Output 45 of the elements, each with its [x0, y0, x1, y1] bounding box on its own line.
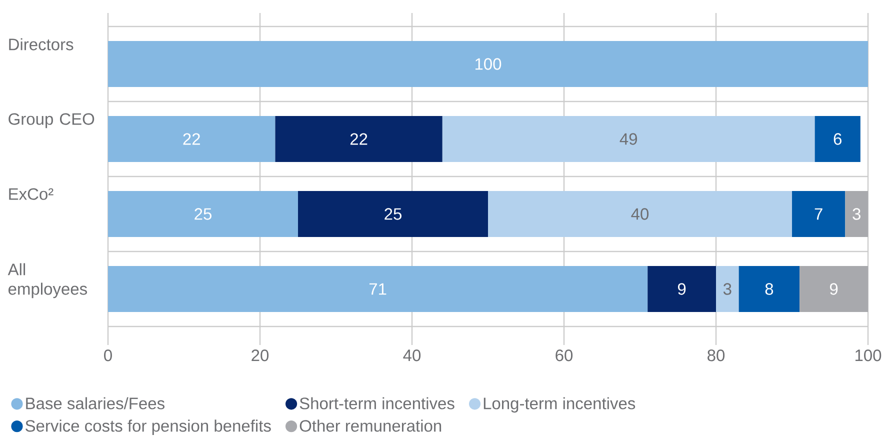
- bar: [108, 266, 648, 312]
- bar: [738, 266, 800, 312]
- data-label: 7: [814, 208, 822, 220]
- data-label: 25: [384, 208, 402, 220]
- bar: [275, 116, 442, 162]
- bar: [648, 266, 716, 312]
- bar: [792, 191, 846, 238]
- y-tick-label: Group CEO: [8, 113, 94, 128]
- x-tick-label: 80: [708, 350, 725, 362]
- data-label: 49: [620, 133, 637, 145]
- data-label: 22: [183, 133, 200, 145]
- data-label: 22: [350, 133, 368, 145]
- legend-label: Short-term incentives: [300, 397, 454, 410]
- data-label: 9: [678, 283, 686, 295]
- x-tick-label: 0: [104, 350, 112, 362]
- y-tick-label: Directors: [9, 38, 74, 50]
- x-tick-label: 60: [556, 350, 573, 362]
- bar: [814, 116, 860, 162]
- legend-label: Other remuneration: [300, 420, 442, 432]
- data-label: 100: [475, 58, 502, 70]
- x-tick-label: 40: [403, 350, 421, 362]
- bar: [442, 116, 815, 162]
- data-label: 40: [631, 208, 649, 220]
- data-label: 3: [852, 208, 860, 220]
- bar: [108, 41, 868, 88]
- bar: [488, 191, 792, 238]
- bar: [716, 266, 739, 312]
- x-tick-label: 100: [855, 350, 882, 362]
- bar: [108, 191, 298, 238]
- data-label: 9: [830, 283, 838, 295]
- legend-label: Long-term incentives: [484, 397, 636, 413]
- bar: [108, 116, 276, 162]
- y-tick-label: ExCo²: [9, 188, 54, 200]
- data-label: 25: [194, 208, 212, 220]
- data-label: 3: [723, 283, 732, 295]
- bar: [845, 191, 868, 238]
- legend-label: Base salaries/Fees: [26, 397, 164, 410]
- bar: [298, 191, 488, 238]
- y-tick-label: All employees: [8, 263, 87, 298]
- data-label: 6: [834, 133, 842, 145]
- bar: [800, 266, 868, 312]
- data-label: 8: [765, 283, 774, 295]
- x-tick-label: 20: [252, 350, 269, 362]
- data-label: 71: [369, 283, 386, 295]
- legend-label: Service costs for pension benefits: [26, 420, 271, 436]
